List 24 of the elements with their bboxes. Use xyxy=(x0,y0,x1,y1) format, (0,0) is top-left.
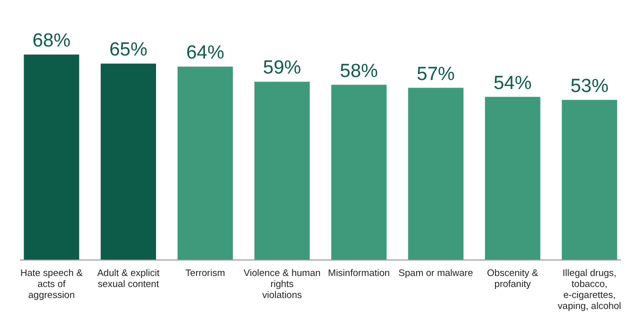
x-tick-label: Adult & explicit sexual content xyxy=(97,268,160,290)
data-label: 57% xyxy=(416,64,455,85)
data-label: 54% xyxy=(494,72,532,94)
bar xyxy=(100,64,156,260)
bar xyxy=(254,82,310,260)
data-label: 58% xyxy=(340,60,378,82)
x-tick-label: Hate speech & acts of aggression xyxy=(20,268,84,301)
data-label: 59% xyxy=(263,58,302,79)
x-tick-label: Violence & human rights violations xyxy=(244,268,321,301)
x-tick-label: Obscenity & profanity xyxy=(487,268,539,290)
bar xyxy=(408,88,464,260)
bar xyxy=(562,100,618,260)
data-label: 68% xyxy=(32,30,71,52)
data-label: 65% xyxy=(109,40,148,61)
bar xyxy=(178,66,233,260)
bar xyxy=(484,96,540,260)
x-tick-label: Terrorism xyxy=(185,268,226,279)
data-label: 53% xyxy=(570,76,609,97)
bar xyxy=(24,54,80,260)
bar xyxy=(331,84,387,260)
x-tick-label: Misinformation xyxy=(328,268,390,279)
data-label: 64% xyxy=(186,42,224,64)
x-tick-label: Illegal drugs, tobacco, e-cigarettes, vaping, alcohol xyxy=(558,268,622,312)
x-tick-label: Spam or malware xyxy=(398,268,474,279)
